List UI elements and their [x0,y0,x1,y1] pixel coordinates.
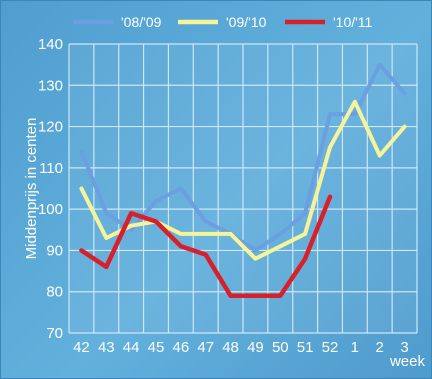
data-point [129,212,133,215]
data-point [303,232,307,236]
x-axis-label: week [389,353,426,370]
x-tick-label: 45 [148,339,165,356]
data-point [80,187,83,190]
data-point [179,232,183,236]
y-tick-label: 110 [39,160,63,177]
x-tick-label: 1 [351,339,359,356]
y-tick-label: 130 [38,77,63,94]
data-point [204,232,207,236]
data-point [254,257,257,260]
x-tick-label: 42 [73,339,90,356]
data-point [353,112,357,116]
data-point [154,220,158,223]
data-point [353,100,357,104]
data-point [378,63,381,66]
y-tick-label: 80 [46,284,63,301]
data-point [254,249,257,252]
legend-label: '08/'09 [121,14,162,30]
y-tick-label: 70 [46,325,63,342]
x-tick-label: 2 [376,339,384,356]
y-tick-label: 120 [38,119,63,136]
x-tick-label: 3 [400,339,408,356]
data-point [204,220,207,223]
data-point [328,112,332,116]
y-tick-label: 90 [46,242,63,259]
y-axis-label: Middenprijs in centen [23,118,40,260]
data-point [403,125,406,128]
data-point [303,257,307,260]
x-tick-label: 51 [297,339,314,356]
y-tick-label: 140 [38,36,63,53]
x-tick-label: 48 [222,339,239,356]
data-point [80,249,83,252]
legend-label: '09/'10 [226,14,267,30]
data-point [105,236,108,240]
data-point [80,150,83,153]
data-point [378,154,381,157]
data-point [279,294,282,298]
data-point [204,253,207,256]
legend-label: '10/'11 [333,14,373,30]
data-point [303,212,307,215]
data-point [229,294,232,298]
x-tick-label: 44 [123,339,140,356]
x-tick-label: 46 [173,339,190,356]
x-tick-label: 52 [322,339,339,356]
x-tick-label: 47 [197,339,214,356]
x-tick-label: 50 [272,339,289,356]
data-point [279,245,282,248]
x-tick-label: 49 [247,339,264,356]
data-point [229,232,232,236]
data-point [129,224,133,227]
x-tick-label: 43 [98,339,115,356]
data-point [129,228,133,231]
y-tick-label: 100 [38,201,63,218]
data-point [403,92,406,95]
data-point [179,245,183,248]
data-point [279,232,282,236]
data-point [328,195,332,198]
data-point [254,294,257,298]
data-point [105,265,108,269]
data-point [105,212,108,215]
data-point [154,199,158,203]
data-point [328,146,332,149]
series-line-2 [79,99,407,261]
data-point [179,187,183,190]
